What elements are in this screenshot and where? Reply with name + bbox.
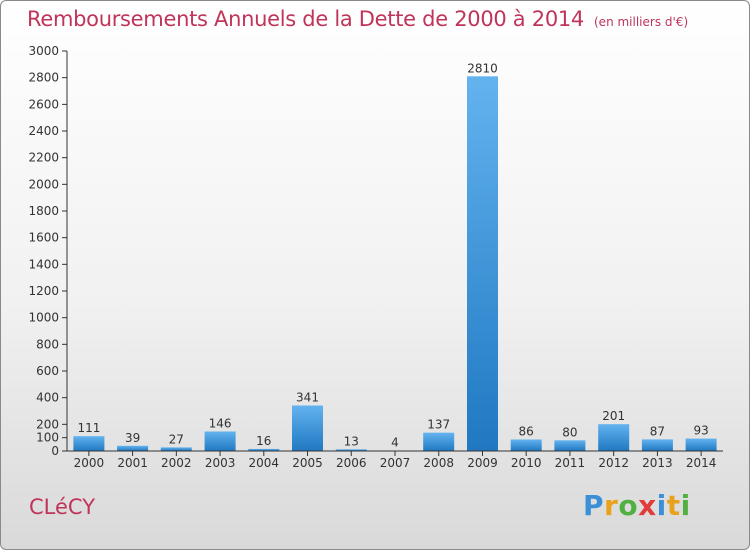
y-tick-label: 1200 [28,284,59,298]
y-tick-label: 800 [36,337,59,351]
bar [292,405,323,451]
bar-value-label: 87 [650,424,665,438]
bar-value-label: 16 [256,434,271,448]
x-tick-label: 2005 [292,456,323,470]
x-tick-label: 2001 [117,456,148,470]
bar [160,447,192,451]
y-tick-label: 600 [36,364,59,378]
bar [335,449,367,451]
bar-value-label: 86 [519,425,534,439]
y-tick-label: 2600 [28,97,59,111]
bar [423,432,455,451]
bar-value-label: 111 [77,421,100,435]
y-tick-label: 1000 [28,311,59,325]
y-tick-label: 100 [36,431,59,445]
chart-unit: (en milliers d'€) [594,15,689,29]
x-tick-label: 2014 [686,456,717,470]
proxiti-logo: Proxiti [583,489,691,522]
bar-value-label: 27 [169,432,184,446]
title-row: Remboursements Annuels de la Dette de 20… [27,7,688,31]
bar [685,438,717,451]
bar-value-label: 4 [391,436,399,450]
bar-value-label: 2810 [467,61,498,75]
bar [554,440,586,451]
y-tick-label: 0 [51,444,59,458]
x-tick-label: 2002 [161,456,192,470]
y-tick-label: 1800 [28,204,59,218]
y-tick-label: 2800 [28,71,59,85]
y-tick-label: 2200 [28,151,59,165]
x-tick-label: 2003 [205,456,236,470]
bar [204,431,236,451]
bar-value-label: 39 [125,431,140,445]
bar-value-label: 13 [344,434,359,448]
x-tick-label: 2004 [249,456,280,470]
bar [641,439,673,451]
y-tick-label: 1400 [28,257,59,271]
x-tick-label: 2011 [555,456,586,470]
y-tick-label: 2000 [28,177,59,191]
chart-title: Remboursements Annuels de la Dette de 20… [27,7,584,31]
bar-value-label: 341 [296,391,319,405]
y-tick-label: 3000 [28,44,59,58]
x-tick-label: 2012 [598,456,629,470]
bar-value-label: 201 [602,409,625,423]
bar [467,76,498,452]
bar-value-label: 80 [562,425,577,439]
x-tick-label: 2008 [423,456,454,470]
bar [248,448,280,451]
y-tick-label: 1600 [28,231,59,245]
bar-value-label: 93 [693,424,708,438]
bar-value-label: 137 [427,418,450,432]
x-tick-label: 2009 [467,456,498,470]
x-tick-label: 2013 [642,456,673,470]
bar [598,424,630,451]
y-tick-label: 400 [36,391,59,405]
x-tick-label: 2007 [380,456,411,470]
bar [117,445,149,451]
x-tick-label: 2000 [74,456,105,470]
bar-value-label: 146 [209,417,232,431]
y-tick-label: 200 [36,417,59,431]
x-tick-label: 2006 [336,456,367,470]
y-tick-label: 2400 [28,124,59,138]
bar [73,436,105,451]
bar [510,439,542,451]
x-tick-label: 2010 [511,456,542,470]
commune-name: CLéCY [29,495,96,519]
